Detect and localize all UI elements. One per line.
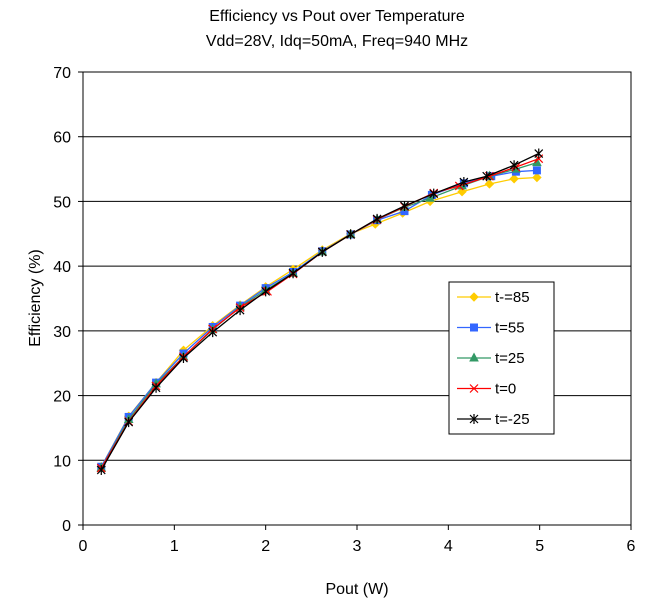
data-point xyxy=(532,166,541,175)
y-tick-label: 50 xyxy=(53,194,71,211)
data-point xyxy=(151,382,161,393)
x-tick-label: 6 xyxy=(627,538,636,555)
x-tick-label: 2 xyxy=(261,538,270,555)
data-point xyxy=(208,327,218,338)
legend-label: t=-25 xyxy=(495,411,530,428)
axis-ticks: 0 10 20 30 40 50 60 70 0 1 2 3 4 5 6 xyxy=(53,65,635,555)
legend-entry: t=-25 xyxy=(457,411,530,428)
y-axis-label: Efficiency (%) xyxy=(27,249,44,347)
data-point xyxy=(179,353,188,364)
legend-label: t=0 xyxy=(495,381,516,398)
data-point xyxy=(482,171,492,182)
x-tick-label: 4 xyxy=(444,538,453,555)
y-tick-label: 40 xyxy=(53,259,71,276)
legend-marker xyxy=(469,414,479,424)
data-point xyxy=(261,286,271,297)
y-tick-label: 20 xyxy=(53,389,71,406)
legend-entry: t=55 xyxy=(457,320,525,337)
series-group xyxy=(96,148,544,475)
x-tick-label: 3 xyxy=(353,538,362,555)
series-5 xyxy=(96,148,544,475)
legend-entry: t-=85 xyxy=(457,289,530,306)
x-axis-label: Pout (W) xyxy=(325,581,388,598)
legend: t-=85 t=55 t=25 t=0 t=-25 xyxy=(448,281,555,435)
data-point xyxy=(400,200,409,211)
legend-label: t-=85 xyxy=(495,289,530,306)
data-point xyxy=(124,417,134,428)
data-point xyxy=(459,177,469,188)
legend-marker xyxy=(469,292,479,302)
y-tick-label: 0 xyxy=(62,518,71,535)
y-tick-label: 70 xyxy=(53,65,71,82)
legend-marker xyxy=(469,352,479,362)
data-point xyxy=(457,187,467,197)
y-tick-label: 10 xyxy=(53,453,71,470)
y-tick-label: 60 xyxy=(53,130,71,147)
data-point xyxy=(96,464,106,475)
chart-subtitle: Vdd=28V, Idq=50mA, Freq=940 MHz xyxy=(206,33,468,50)
legend-marker xyxy=(469,384,479,393)
y-tick-label: 30 xyxy=(53,324,71,341)
data-point xyxy=(235,305,245,316)
legend-label: t=55 xyxy=(495,320,525,337)
chart-title: Efficiency vs Pout over Temperature xyxy=(209,8,465,25)
data-point xyxy=(509,160,519,171)
data-point xyxy=(346,229,356,240)
data-point xyxy=(534,148,544,159)
data-point xyxy=(484,179,495,189)
legend-marker xyxy=(470,323,478,332)
x-tick-label: 5 xyxy=(535,538,544,555)
legend-entry: t=0 xyxy=(457,381,516,398)
data-point xyxy=(509,174,519,184)
legend-label: t=25 xyxy=(495,350,525,367)
data-point xyxy=(317,246,327,257)
data-point xyxy=(532,172,542,183)
data-point xyxy=(372,213,382,224)
x-tick-label: 1 xyxy=(170,538,179,555)
data-point xyxy=(288,268,298,279)
data-point xyxy=(429,188,439,199)
legend-entry: t=25 xyxy=(457,350,525,367)
x-tick-label: 0 xyxy=(79,538,88,555)
